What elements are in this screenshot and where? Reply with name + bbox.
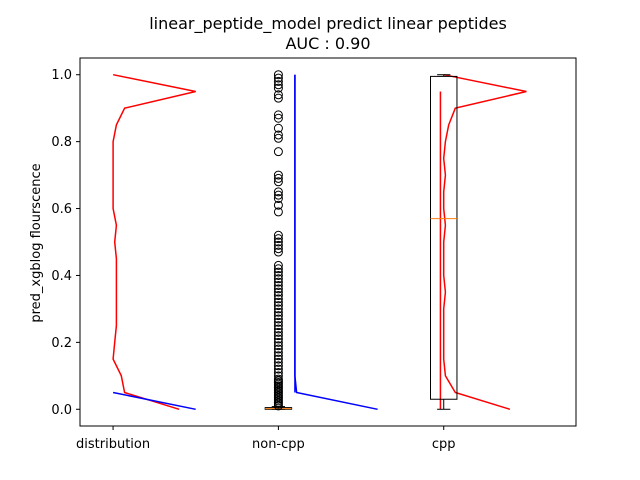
outlier-point [273,274,283,284]
outlier-point [273,364,283,374]
outlier-point [273,311,283,321]
outlier-point [273,240,283,250]
outlier-point [273,270,283,280]
outlier-point [273,357,283,367]
outlier-point [273,147,283,157]
outlier-point [273,244,283,254]
outlier-point [273,291,283,301]
outlier-point [273,294,283,304]
outlier-point [273,314,283,324]
outlier-point [273,130,283,140]
outlier-point [273,354,283,364]
outlier-point [273,367,283,377]
outlier-point [273,80,283,90]
outlier-point [273,284,283,294]
outlier-point [273,374,283,384]
outlier-point [273,287,283,297]
y-tick-label: 1.0 [51,68,72,83]
distribution-line-0 [112,73,196,411]
distribution-line-2 [294,74,378,411]
x-tick-label: non-cpp [252,437,305,452]
plot-area [112,70,527,411]
outlier-point [273,267,283,277]
y-tick-label: 0.2 [51,336,72,351]
x-tick-label: distribution [76,437,150,452]
outlier-point [273,327,283,337]
y-axis-label: pred_xgblog flourscence [29,163,44,322]
outlier-point [273,264,283,274]
outlier-point [273,347,283,357]
outlier-point [273,331,283,341]
outlier-point [273,73,283,83]
y-tick-label: 0.6 [51,202,72,217]
axes-frame [79,57,577,427]
outlier-point [273,93,283,103]
outlier-point [273,371,283,381]
outlier-point [273,260,283,270]
outlier-point [273,70,283,80]
outlier-point [273,133,283,143]
outlier-point [273,234,283,244]
outlier-point [273,207,283,217]
outlier-point [273,230,283,240]
outlier-point [273,237,283,247]
outlier-point [273,123,283,133]
outlier-point [273,341,283,351]
outlier-point [273,113,283,123]
y-tick-label: 0.8 [51,135,72,150]
outlier-point [273,301,283,311]
x-axis-ticks: distribution non-cpp cpp [76,426,456,452]
outlier-point [273,351,283,361]
chart-subtitle: AUC : 0.90 [285,34,370,53]
outlier-point [273,247,283,257]
outlier-point [273,190,283,200]
outlier-point [273,334,283,344]
outlier-point [273,76,283,86]
outlier-point [273,194,283,204]
outlier-point [273,83,283,93]
outlier-point [273,337,283,347]
outlier-point [273,297,283,307]
outlier-point [273,321,283,331]
distribution-line-1 [112,391,196,411]
outlier-point [273,277,283,287]
outlier-point [273,187,283,197]
outlier-point [273,361,283,371]
outlier-point [273,200,283,210]
outlier-point [273,280,283,290]
outlier-point [273,307,283,317]
distribution-line-3 [442,73,527,411]
outlier-point [273,324,283,334]
chart-title: linear_peptide_model predict linear pept… [149,14,507,34]
outlier-point [273,90,283,100]
outlier-point [273,173,283,183]
y-axis-ticks: 0.0 0.2 0.4 0.6 0.8 1.0 [51,68,80,418]
outlier-point [273,317,283,327]
x-tick-label: cpp [432,437,456,452]
y-tick-label: 0.0 [51,403,72,418]
y-tick-label: 0.4 [51,269,72,284]
outlier-point [273,177,283,187]
outlier-point [273,110,283,120]
outlier-point [273,344,283,354]
outlier-point [273,170,283,180]
outlier-point [273,304,283,314]
